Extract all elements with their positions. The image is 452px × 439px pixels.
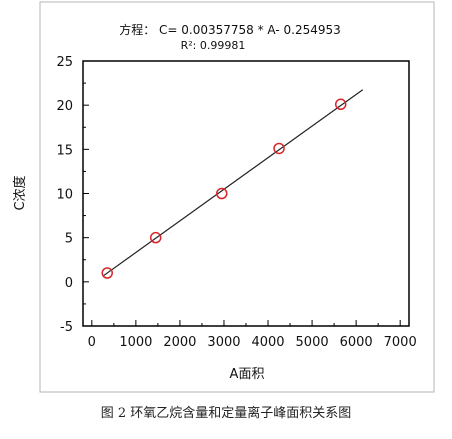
x-tick-label: 2000	[163, 335, 196, 350]
ticks-group	[83, 60, 401, 327]
x-tick-label: 5000	[296, 335, 329, 350]
y-tick-label: 5	[65, 232, 73, 247]
y-tick-label: 10	[56, 188, 73, 203]
data-point	[216, 187, 228, 200]
x-tick-label: 3000	[207, 335, 240, 350]
data-point	[273, 142, 285, 155]
figure-caption: 图 2 环氧乙烷含量和定量离子峰面积关系图	[100, 406, 352, 421]
y-axis-label: C浓度	[12, 175, 28, 210]
data-points-group	[101, 98, 347, 279]
y-tick-label: 20	[56, 99, 73, 114]
x-axis-label: A面积	[230, 367, 265, 382]
data-point	[334, 98, 347, 111]
equation-line-1: 方程： C= 0.00357758 * A- 0.254953	[119, 22, 341, 37]
x-tick-label: 0	[88, 335, 96, 350]
equation-line-2: R²: 0.99981	[181, 39, 246, 52]
y-tick-label: 0	[65, 276, 73, 291]
y-tick-label: -5	[60, 320, 73, 335]
tick-labels-group: 0 1000 2000 3000 4000 5000 6000 7000 -5 0 5 10 15 20 2…	[56, 55, 416, 350]
data-point	[149, 231, 162, 244]
fit-line	[102, 89, 364, 277]
data-point	[101, 267, 113, 279]
x-tick-label: 6000	[340, 335, 373, 350]
x-tick-label: 1000	[119, 335, 152, 350]
outer-frame	[39, 1, 435, 393]
y-tick-label: 25	[56, 55, 73, 70]
x-tick-label: 7000	[384, 335, 417, 350]
x-tick-label: 4000	[251, 335, 284, 350]
y-tick-label: 15	[56, 143, 73, 158]
